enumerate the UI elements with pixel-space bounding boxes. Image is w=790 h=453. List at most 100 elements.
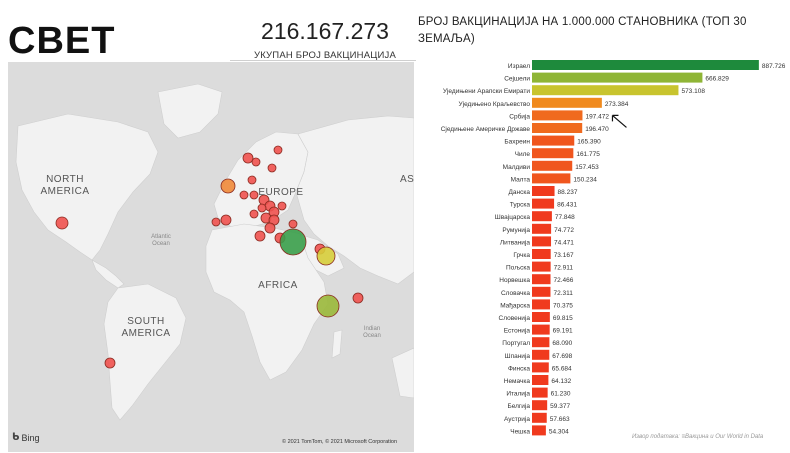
bar[interactable]: [532, 186, 555, 196]
bar-category-label: Словенија: [499, 315, 531, 322]
bar[interactable]: [532, 236, 552, 247]
bar-value-label: 161.775: [576, 151, 600, 158]
map-bubble[interactable]: [211, 217, 221, 227]
bar-category-label: Румунија: [502, 227, 530, 234]
bar[interactable]: [532, 97, 602, 108]
bar[interactable]: [532, 261, 551, 272]
africa-label: AFRICA: [258, 280, 298, 291]
bar[interactable]: [532, 173, 571, 184]
map-bubble[interactable]: [220, 178, 236, 194]
bar[interactable]: [532, 299, 550, 310]
map-bubble[interactable]: [316, 294, 340, 318]
bar[interactable]: [532, 72, 703, 83]
map-bubble[interactable]: [273, 145, 283, 155]
bar-category-label: Италија: [506, 391, 530, 398]
page-title: СВЕТ: [8, 20, 116, 62]
bar-value-label: 887.726: [762, 63, 786, 70]
bar[interactable]: [532, 249, 551, 259]
map-bubble[interactable]: [242, 152, 254, 164]
madagascar-landmass: [331, 329, 343, 359]
bar[interactable]: [532, 160, 573, 171]
bar-value-label: 64.132: [551, 378, 571, 385]
bar[interactable]: [532, 148, 574, 159]
map-bubble[interactable]: [249, 190, 259, 200]
bing-logo-icon: ᑲ: [12, 432, 20, 443]
bar-category-label: Чиле: [515, 151, 531, 158]
bar-category-label: Србија: [509, 112, 530, 120]
asia-landmass: [295, 115, 414, 285]
bar-category-label: Шпанија: [505, 353, 531, 360]
bar[interactable]: [532, 123, 583, 133]
bar-category-label: Естонија: [504, 328, 531, 335]
bar-value-label: 70.375: [553, 302, 573, 309]
bar-category-label: Уједињено Краљевство: [459, 101, 531, 108]
bar-value-label: 165.390: [577, 139, 601, 146]
bar-category-label: Аустрија: [504, 416, 530, 423]
bar[interactable]: [532, 337, 550, 348]
vaccination-bubbles[interactable]: [55, 145, 364, 369]
bar[interactable]: [532, 387, 548, 398]
map-bubble[interactable]: [220, 214, 232, 226]
bar[interactable]: [532, 198, 555, 209]
atlantic-ocean-label: Atlantic Ocean: [151, 234, 171, 247]
bar-category-label: Израел: [508, 63, 530, 70]
bar[interactable]: [532, 425, 546, 436]
map-bubble[interactable]: [267, 163, 277, 173]
bing-label: Bing: [21, 432, 40, 443]
bar[interactable]: [532, 286, 551, 297]
bar-category-label: Данска: [509, 189, 531, 196]
bar-value-label: 59.377: [550, 403, 570, 410]
kpi-divider: [230, 60, 416, 61]
world-map[interactable]: NORTH AMERICA EUROPE AFRICA SOUTH AMERIC…: [8, 62, 414, 452]
bar-value-label: 77.848: [555, 214, 575, 221]
bar[interactable]: [532, 110, 583, 121]
bar-category-label: Сејшели: [504, 76, 530, 83]
annotation-arrowhead-icon: [611, 114, 619, 122]
total-vaccinations-label: УКУПАН БРОЈ ВАКЦИНАЦИЈА: [253, 50, 396, 61]
map-bubble[interactable]: [104, 357, 116, 369]
map-canvas[interactable]: [8, 62, 414, 452]
map-bubble[interactable]: [55, 216, 69, 230]
bar[interactable]: [532, 60, 759, 70]
map-bubble[interactable]: [249, 209, 259, 219]
bar[interactable]: [532, 312, 550, 322]
map-bubble[interactable]: [239, 190, 249, 200]
bar[interactable]: [532, 85, 679, 96]
map-bubble[interactable]: [288, 219, 298, 229]
map-bubble[interactable]: [251, 157, 261, 167]
map-bubble[interactable]: [247, 175, 257, 185]
bar-value-label: 61.230: [551, 391, 571, 398]
bar-value-label: 57.663: [550, 416, 570, 423]
bar-value-label: 54.304: [549, 428, 569, 435]
map-bubble[interactable]: [316, 246, 336, 266]
bar[interactable]: [532, 211, 552, 222]
bar-category-label: Белгија: [507, 403, 530, 410]
bar-category-label: Малдиви: [503, 164, 531, 171]
map-bubble[interactable]: [279, 228, 307, 256]
bar[interactable]: [532, 375, 549, 385]
bar[interactable]: [532, 400, 548, 411]
map-bubble[interactable]: [254, 230, 266, 242]
south-america-label: SOUTH AMERICA: [121, 316, 171, 339]
map-bubble[interactable]: [352, 292, 364, 304]
bar-category-label: Словачка: [501, 290, 530, 297]
bar-category-label: Немачка: [504, 378, 531, 385]
chart-title: БРОЈ ВАКЦИНАЦИЈА НА 1.000.000 СТАНОВНИКА…: [418, 16, 747, 45]
bar-value-label: 273.384: [605, 101, 629, 108]
bar[interactable]: [532, 223, 552, 234]
map-bubble[interactable]: [264, 222, 276, 234]
bar[interactable]: [532, 362, 549, 373]
bar[interactable]: [532, 349, 550, 360]
bar-value-label: 157.453: [575, 164, 599, 171]
bar-category-label: Сједињене Америчке Државе: [441, 126, 531, 133]
map-bubble[interactable]: [257, 203, 267, 213]
bar[interactable]: [532, 135, 575, 146]
bar-value-label: 573.108: [681, 88, 705, 95]
bar-category-label: Малта: [511, 176, 531, 183]
bar[interactable]: [532, 324, 550, 335]
map-bubble[interactable]: [277, 201, 287, 211]
bar[interactable]: [532, 412, 547, 423]
central-america-landmass: [91, 259, 125, 289]
bar[interactable]: [532, 274, 551, 285]
bar-category-label: Чешка: [510, 428, 530, 435]
